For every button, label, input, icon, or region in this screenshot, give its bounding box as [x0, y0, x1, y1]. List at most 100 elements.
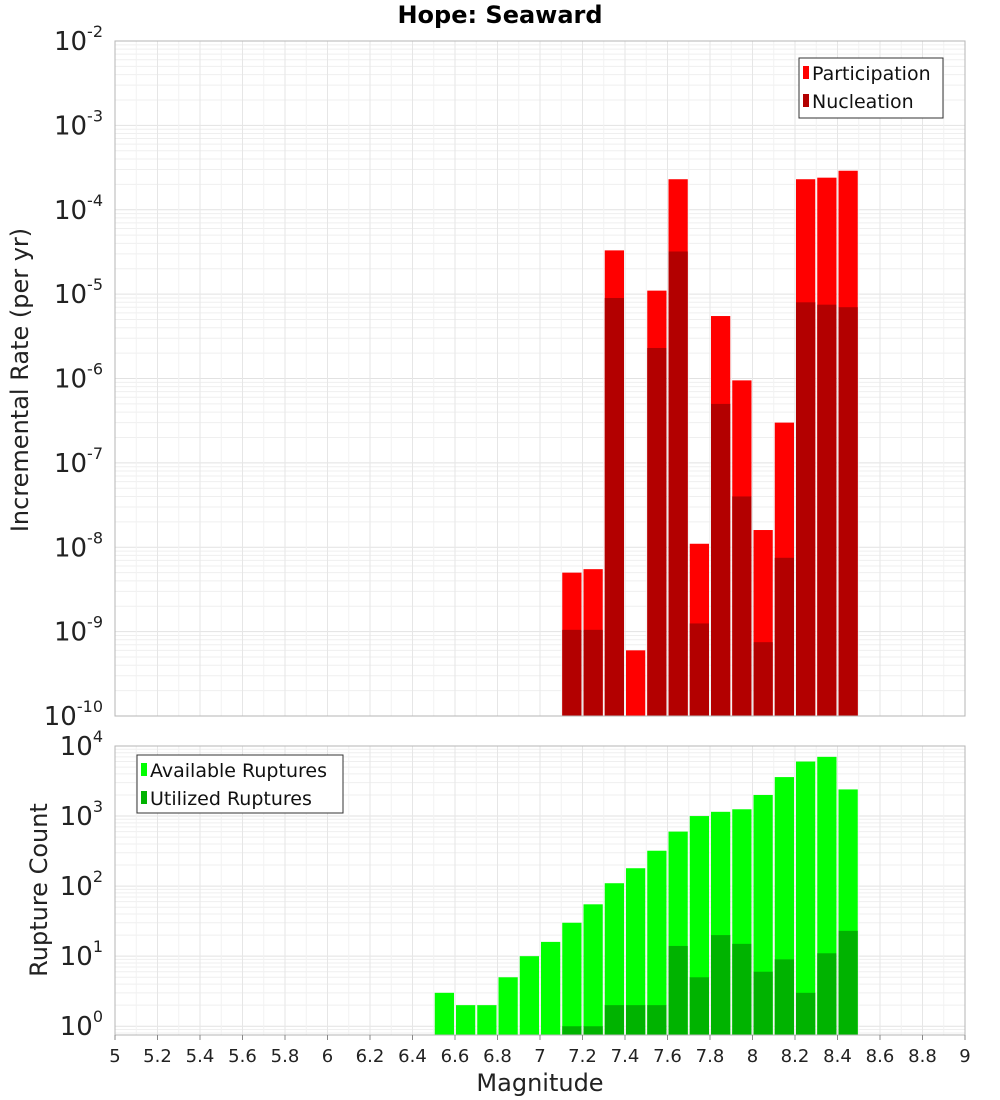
bar — [732, 943, 752, 1035]
bottom-y-axis-label: Rupture Count — [25, 803, 53, 977]
x-axis-label: Magnitude — [476, 1069, 603, 1097]
legend-box — [136, 754, 344, 814]
x-tick-label: 6 — [322, 1046, 333, 1067]
bar — [647, 850, 667, 1035]
panel-2: 10 010 110 210 310 45 5.2 5.4 5.6 5.8 6 6.2 6.4 6.6 6.… — [60, 727, 971, 1067]
y-tick-label: 10 — [44, 702, 77, 732]
y-tick-label: 10 — [54, 533, 87, 563]
bar — [689, 623, 709, 716]
x-tick-label: 6.6 — [441, 1046, 470, 1067]
bar — [711, 935, 731, 1035]
x-tick-label: 8.8 — [908, 1046, 937, 1067]
y-tick-base: 10 — [54, 111, 87, 141]
bar — [583, 629, 603, 716]
y-tick-exponent: -7 — [87, 444, 103, 463]
x-tick-label: 8.6 — [866, 1046, 895, 1067]
bar — [604, 1005, 624, 1035]
y-tick-exponent: -6 — [87, 360, 103, 379]
bar — [626, 1005, 646, 1035]
y-tick-label: 10 — [60, 942, 93, 972]
bar — [668, 251, 688, 716]
y-tick-label: 10 — [54, 618, 87, 648]
y-tick-base: 10 — [60, 872, 93, 902]
bar — [838, 930, 858, 1035]
y-tick-exponent: -2 — [87, 22, 103, 41]
x-tick-label: 5.4 — [186, 1046, 215, 1067]
bar — [541, 941, 561, 1035]
legend-swatch — [141, 763, 147, 776]
y-tick-base: 10 — [60, 802, 93, 832]
legend-label: Available Ruptures — [150, 760, 327, 782]
x-tick-label: 7.2 — [568, 1046, 597, 1067]
x-tick-label: 7.4 — [611, 1046, 640, 1067]
y-tick-label: 10 — [60, 1012, 93, 1042]
y-tick-exponent: -9 — [87, 613, 103, 632]
y-tick-label: 10 — [60, 732, 93, 762]
bar — [753, 642, 773, 716]
legend-label: Nucleation — [812, 91, 914, 113]
x-tick-label: 8.4 — [823, 1046, 852, 1067]
y-tick-base: 10 — [60, 942, 93, 972]
legend-label: Utilized Ruptures — [150, 788, 312, 810]
bar — [817, 953, 837, 1035]
legend-swatch — [803, 94, 809, 107]
y-tick-base: 10 — [54, 533, 87, 563]
x-tick-label: 7.8 — [696, 1046, 725, 1067]
legend-2: Available Ruptures Utilized Ruptures — [136, 754, 344, 814]
y-tick-label: 10 — [54, 280, 87, 310]
bar — [562, 1026, 582, 1035]
bar — [456, 1005, 476, 1035]
y-tick-label: 10 — [60, 802, 93, 832]
y-tick-exponent: 3 — [93, 797, 103, 816]
y-tick-label: 10 — [54, 111, 87, 141]
top-y-axis-label: Incremental Rate (per yr) — [6, 228, 34, 532]
bar — [711, 403, 731, 716]
bar — [626, 650, 646, 716]
x-tick-label: 9 — [959, 1046, 970, 1067]
bar — [477, 1005, 497, 1035]
y-tick-label: 10 — [54, 27, 87, 57]
bar — [434, 992, 454, 1035]
legend-label: Participation — [812, 63, 931, 85]
y-tick-exponent: -3 — [87, 106, 103, 125]
x-tick-label: 6.8 — [483, 1046, 512, 1067]
y-tick-exponent: 2 — [93, 867, 103, 886]
y-tick-exponent: -4 — [87, 191, 103, 210]
bar — [796, 761, 816, 1035]
x-tick-label: 6.2 — [356, 1046, 385, 1067]
chart-title: Hope: Seaward — [397, 1, 602, 29]
bar — [583, 904, 603, 1035]
y-tick-base: 10 — [54, 280, 87, 310]
bar — [796, 302, 816, 716]
legend-box — [798, 57, 944, 119]
x-tick-label: 5 — [109, 1046, 120, 1067]
bar — [647, 347, 667, 716]
bar — [583, 1026, 603, 1035]
bar — [647, 1005, 667, 1035]
y-tick-exponent: 0 — [93, 1007, 103, 1026]
bar — [732, 496, 752, 716]
bar — [562, 629, 582, 716]
y-tick-base: 10 — [54, 618, 87, 648]
y-tick-base: 10 — [44, 702, 77, 732]
bar — [519, 956, 539, 1035]
y-tick-base: 10 — [54, 196, 87, 226]
y-tick-base: 10 — [60, 732, 93, 762]
bar — [626, 868, 646, 1035]
series-utilized-ruptures — [562, 930, 858, 1035]
y-tick-label: 10 — [54, 196, 87, 226]
series-nucleation — [562, 251, 858, 716]
y-tick-base: 10 — [54, 365, 87, 395]
bar — [689, 977, 709, 1035]
y-tick-exponent: -8 — [87, 528, 103, 547]
bar — [604, 297, 624, 716]
legend-1: Participation Nucleation — [798, 57, 944, 119]
bar — [838, 307, 858, 716]
bar — [604, 883, 624, 1035]
x-tick-label: 7.6 — [653, 1046, 682, 1067]
x-tick-label: 7 — [534, 1046, 545, 1067]
bar — [796, 992, 816, 1035]
y-tick-exponent: -10 — [77, 697, 103, 716]
